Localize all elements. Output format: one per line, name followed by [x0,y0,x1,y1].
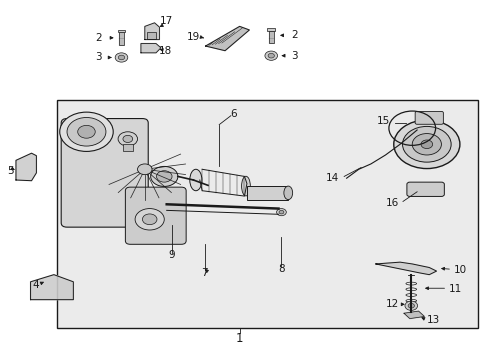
Circle shape [267,53,274,58]
Text: 11: 11 [448,284,461,294]
Circle shape [60,112,113,152]
FancyBboxPatch shape [406,182,444,197]
Circle shape [122,135,132,143]
Circle shape [156,171,172,182]
Text: 2: 2 [95,33,102,43]
Circle shape [115,53,127,62]
Text: 17: 17 [160,16,173,26]
Text: 10: 10 [453,265,466,275]
Text: 3: 3 [95,53,102,63]
Circle shape [407,303,414,308]
Text: 16: 16 [385,198,398,207]
Circle shape [411,134,441,155]
Text: 6: 6 [230,109,237,119]
Ellipse shape [241,176,250,196]
Circle shape [276,208,286,216]
Circle shape [402,126,450,162]
Ellipse shape [189,169,202,191]
Circle shape [393,120,459,168]
Polygon shape [16,153,36,181]
Circle shape [164,210,175,218]
Bar [57,100,477,328]
Bar [267,28,274,31]
Text: 2: 2 [290,30,297,40]
Text: 5: 5 [7,166,14,176]
Text: 19: 19 [186,32,200,42]
Circle shape [137,164,152,175]
Text: 9: 9 [168,250,175,260]
Circle shape [67,117,106,146]
Bar [122,144,132,152]
Text: 3: 3 [290,51,297,61]
Circle shape [150,166,178,186]
Circle shape [264,51,277,60]
Polygon shape [375,262,436,275]
Bar [268,31,273,43]
Text: 8: 8 [278,264,284,274]
Circle shape [118,132,137,146]
Text: 18: 18 [159,46,172,57]
Ellipse shape [284,186,292,200]
Text: 4: 4 [33,280,39,291]
Bar [147,32,156,39]
Circle shape [135,208,164,230]
Circle shape [78,125,95,138]
Bar [246,186,287,200]
Circle shape [420,140,432,149]
Text: 1: 1 [235,332,243,345]
Text: 12: 12 [385,299,398,309]
Polygon shape [144,23,159,40]
FancyBboxPatch shape [414,111,443,124]
Polygon shape [205,26,249,51]
Polygon shape [30,275,73,300]
Circle shape [118,55,124,60]
Polygon shape [141,44,161,53]
Text: 13: 13 [426,315,439,325]
FancyBboxPatch shape [125,187,186,244]
Text: 14: 14 [325,173,338,183]
Circle shape [279,210,284,214]
Circle shape [167,212,172,216]
Text: 15: 15 [376,116,389,126]
FancyBboxPatch shape [61,118,148,227]
Polygon shape [403,311,424,319]
Circle shape [142,214,157,225]
Text: 7: 7 [201,268,207,278]
Bar [119,32,124,45]
Circle shape [404,301,417,310]
Bar [118,30,125,32]
